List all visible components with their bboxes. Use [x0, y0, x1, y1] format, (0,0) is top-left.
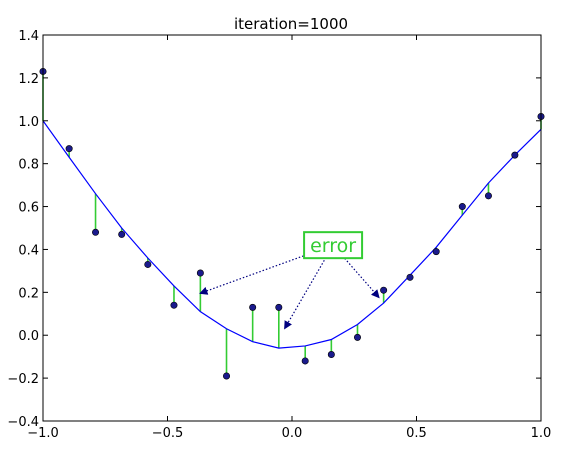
- fit-line: [42, 120, 542, 349]
- x-tick-label: −0.5: [152, 426, 184, 441]
- data-point: [458, 203, 466, 211]
- y-tick-label: 0.4: [18, 243, 39, 258]
- y-tick-label: 0.2: [18, 286, 39, 301]
- data-point: [406, 273, 414, 281]
- annotation-label: error: [310, 235, 356, 257]
- data-point: [301, 357, 309, 365]
- data-point: [170, 301, 178, 309]
- x-tick-label: 0.0: [282, 426, 303, 441]
- y-tick-label: −0.4: [7, 415, 39, 430]
- x-tick-label: 0.5: [406, 426, 427, 441]
- x-tick-label: 1.0: [531, 426, 552, 441]
- data-point: [380, 286, 388, 294]
- annotation-arrow: [199, 244, 334, 295]
- annotation-arrow: [284, 244, 334, 330]
- plot-frame: [42, 34, 542, 422]
- y-tick-label: 1.2: [18, 72, 39, 87]
- data-point: [511, 151, 519, 159]
- y-tick-label: 0.8: [18, 158, 39, 173]
- data-point: [484, 192, 492, 200]
- data-point: [65, 145, 73, 153]
- data-point: [353, 333, 361, 341]
- error-annotation: error: [199, 231, 380, 330]
- y-tick-label: 0.0: [18, 329, 39, 344]
- data-point: [223, 372, 231, 380]
- chart-title: iteration=1000: [234, 15, 348, 33]
- data-point: [196, 269, 204, 277]
- data-point: [118, 230, 126, 238]
- data-point: [432, 248, 440, 256]
- y-tick-label: 1.4: [18, 29, 39, 44]
- x-tick-label: −1.0: [27, 426, 59, 441]
- y-tick-label: −0.2: [7, 372, 39, 387]
- y-axis: −0.4 −0.2 0.0 0.2 0.4 0.6 0.8 1.0 1.2 1.4: [7, 29, 541, 430]
- x-axis: −1.0 −0.5 0.0 0.5 1.0: [27, 35, 551, 441]
- fit-line-group: [42, 120, 542, 349]
- data-point: [275, 303, 283, 311]
- data-point: [92, 228, 100, 236]
- data-point: [327, 351, 335, 359]
- y-tick-label: 0.6: [18, 201, 39, 216]
- data-point: [249, 303, 257, 311]
- y-tick-label: 1.0: [18, 115, 39, 130]
- data-point: [144, 260, 152, 268]
- data-points: [39, 67, 545, 380]
- annotation-box: [303, 231, 364, 260]
